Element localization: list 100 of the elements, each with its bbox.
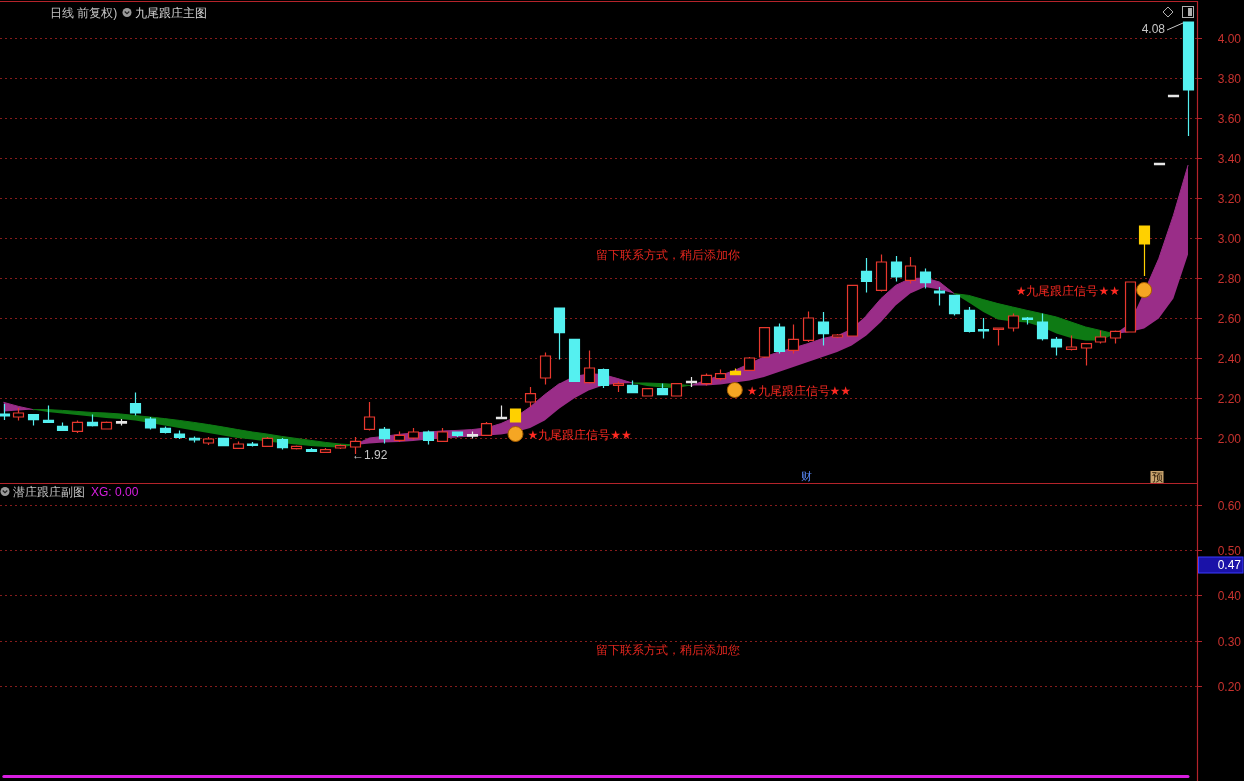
candlestick [904,256,917,285]
point [1136,282,1153,298]
candlestick [202,436,215,446]
candlestick [919,268,932,290]
candlestick [714,368,727,381]
data-label: ★九尾跟庄信号★★ [746,383,852,398]
y-tick-label: 4.00 [1217,32,1242,46]
candlestick [27,414,40,427]
point [507,426,524,442]
candlestick [100,420,113,431]
candlestick [612,380,625,393]
chart-title: 日线 前复权) [50,6,118,20]
text: XG: 0.00 [91,485,139,499]
chart-subtitle: 九尾跟庄主图 [135,6,207,20]
y-tick-label: 0.20 [1217,680,1242,694]
candlestick [1138,225,1151,277]
candlestick [831,333,844,339]
candlestick [334,444,347,450]
candlestick [1124,281,1137,333]
chart-title: 潜庄跟庄副图 [13,485,85,499]
candlestick [71,419,84,434]
candlestick [597,368,610,389]
candlestick [670,383,683,397]
candlestick [56,421,69,432]
y-tick-label: 3.80 [1217,72,1242,86]
candlestick [583,349,596,385]
candlestick [817,311,830,346]
candlestick [0,403,11,421]
candlestick [436,427,449,443]
y-tick-label: 0.30 [1217,635,1242,649]
candlestick [378,426,391,445]
candlestick [933,286,946,306]
annotation: 财 [800,469,812,482]
candlestick [159,425,172,435]
candlestick [1065,334,1078,351]
y-tick-label: 2.00 [1217,432,1242,446]
candlestick [758,326,771,359]
candlestick [509,408,522,423]
candlestick [539,352,552,386]
y-tick-label: 2.80 [1217,272,1242,286]
candlestick [12,407,25,421]
candlestick [685,376,698,388]
candlestick [1050,336,1063,356]
candlestick [890,255,903,282]
annotation: ←1.92 [352,448,388,463]
candlestick [700,373,713,386]
candlestick [977,317,990,340]
candlestick [626,379,639,394]
candlestick [1080,343,1093,366]
candlestick [729,368,742,376]
y-tick-label: 3.40 [1217,152,1242,166]
candlestick [948,294,961,316]
candlestick [992,327,1005,346]
candlestick [363,401,376,431]
y-tick-label: 0.60 [1217,499,1242,513]
candlestick [787,324,800,355]
candlestick [173,429,186,440]
candlestick [86,414,99,427]
candlestick [261,436,274,448]
candlestick [451,430,464,438]
candlestick [246,441,259,447]
candlestick [1094,329,1107,345]
candlestick [524,386,537,408]
y-tick-label: 0.50 [1217,544,1242,558]
candlestick [319,447,332,454]
candlestick [232,441,245,450]
y-tick-label: 3.20 [1217,192,1242,206]
text: 0.47 [1217,558,1242,573]
y-tick-label: 3.00 [1217,232,1242,246]
data-label: ★九尾跟庄信号★★ [1015,283,1121,298]
candlestick [42,405,55,423]
candlestick [1021,316,1034,326]
candlestick [875,254,888,292]
candlestick [1109,329,1122,345]
annotation: 留下联系方式，稍后添加您 [596,643,740,658]
candlestick [860,257,873,294]
candlestick [656,383,669,396]
candlestick [1007,313,1020,332]
annotation: 留下联系方式，稍后添加你 [596,248,740,263]
candlestick [305,447,318,453]
candlestick [802,310,815,343]
candlestick [553,307,566,360]
y-tick-label: 2.20 [1217,392,1242,406]
candlestick [568,338,581,382]
candlestick [115,418,128,427]
candlestick [495,404,508,420]
candlestick [422,429,435,446]
candlestick [1182,21,1195,137]
y-tick-label: 0.40 [1217,589,1242,603]
candlestick [846,284,859,337]
candlestick [144,416,157,431]
data-label: ★九尾跟庄信号★★ [527,427,632,442]
candlestick [963,306,976,334]
y-tick-label: 2.60 [1217,312,1242,326]
candlestick [466,430,479,440]
y-tick-label: 3.60 [1217,112,1242,126]
candlestick [1036,313,1049,341]
point [726,382,743,398]
candlestick [773,323,786,355]
candlestick [393,430,406,443]
